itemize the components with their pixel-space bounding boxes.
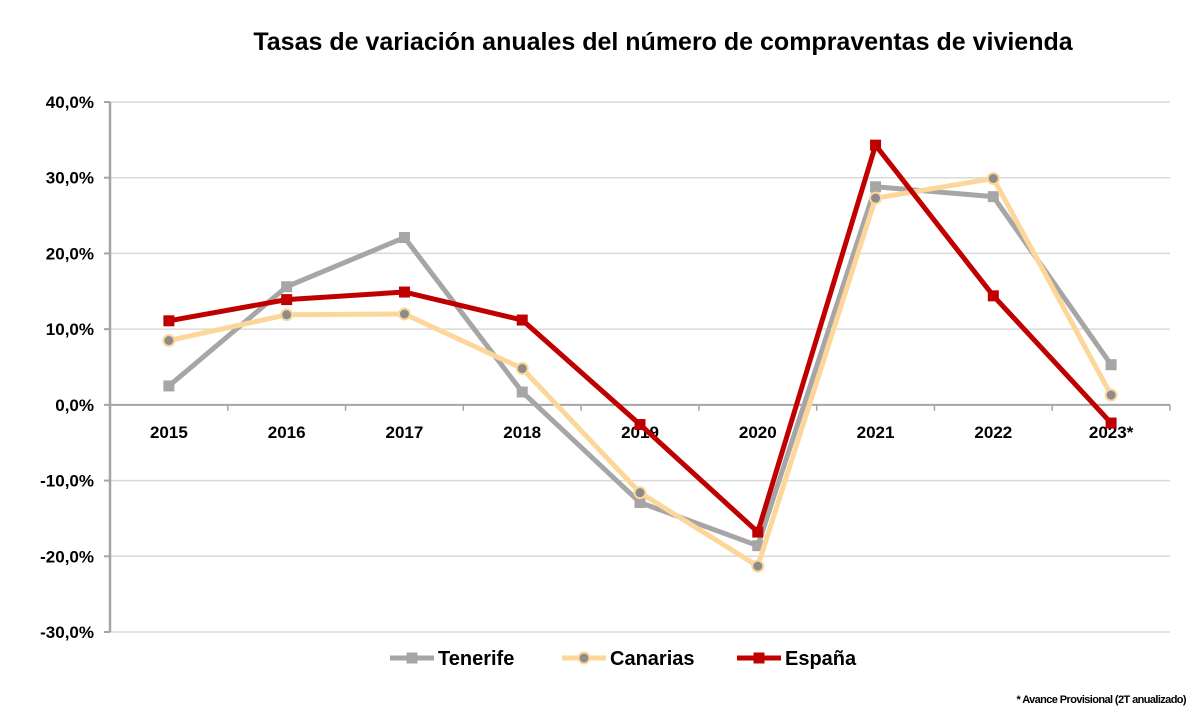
- legend-label: España: [785, 648, 857, 670]
- data-point: [280, 308, 294, 322]
- x-tick-label: 2023*: [1089, 423, 1134, 442]
- data-point: [516, 386, 528, 398]
- data-point: [751, 559, 765, 573]
- data-point: [986, 171, 1000, 185]
- data-point: [163, 315, 175, 327]
- data-point: [1104, 388, 1118, 402]
- y-tick-label: 30,0%: [46, 169, 94, 188]
- x-tick-label: 2018: [503, 423, 541, 442]
- x-tick-label: 2016: [268, 423, 306, 442]
- y-tick-label: -30,0%: [40, 623, 94, 642]
- data-point: [987, 290, 999, 302]
- y-tick-label: 40,0%: [46, 93, 94, 112]
- chart-title: Tasas de variación anuales del número de…: [253, 28, 1073, 56]
- data-point: [752, 526, 764, 538]
- footnote: * Avance Provisional (2T anualizado): [1016, 694, 1186, 706]
- data-point: [281, 294, 293, 306]
- data-point: [163, 380, 175, 392]
- x-tick-label: 2021: [857, 423, 895, 442]
- data-point: [516, 314, 528, 326]
- x-tick-label: 2022: [974, 423, 1012, 442]
- data-point: [162, 334, 176, 347]
- legend-label: Canarias: [610, 648, 695, 670]
- data-point: [752, 540, 764, 552]
- y-tick-label: 0,0%: [55, 396, 94, 415]
- data-point: [398, 232, 410, 244]
- y-tick-label: -20,0%: [40, 547, 94, 566]
- legend-label: Tenerife: [438, 648, 514, 670]
- data-point: [1105, 359, 1117, 371]
- data-point: [397, 307, 411, 321]
- legend-marker: [753, 652, 765, 664]
- data-point: [987, 191, 999, 203]
- data-point: [633, 486, 647, 500]
- legend-marker: [577, 651, 591, 665]
- data-point: [281, 281, 293, 293]
- y-tick-label: 20,0%: [46, 244, 94, 263]
- data-point: [398, 286, 410, 298]
- data-point: [634, 419, 646, 431]
- x-tick-label: 2017: [386, 423, 424, 442]
- y-tick-label: -10,0%: [40, 472, 94, 491]
- y-tick-label: 10,0%: [46, 320, 94, 339]
- x-tick-label: 2015: [150, 423, 188, 442]
- x-tick-label: 2020: [739, 423, 777, 442]
- legend-marker: [406, 652, 418, 664]
- data-point: [870, 139, 882, 151]
- data-point: [515, 362, 529, 376]
- x-tick-label: 2019: [621, 423, 659, 442]
- series-line-españa: [168, 142, 1113, 535]
- data-point: [869, 191, 883, 205]
- data-point: [1105, 417, 1117, 429]
- data-point: [634, 497, 646, 509]
- data-point: [870, 181, 882, 193]
